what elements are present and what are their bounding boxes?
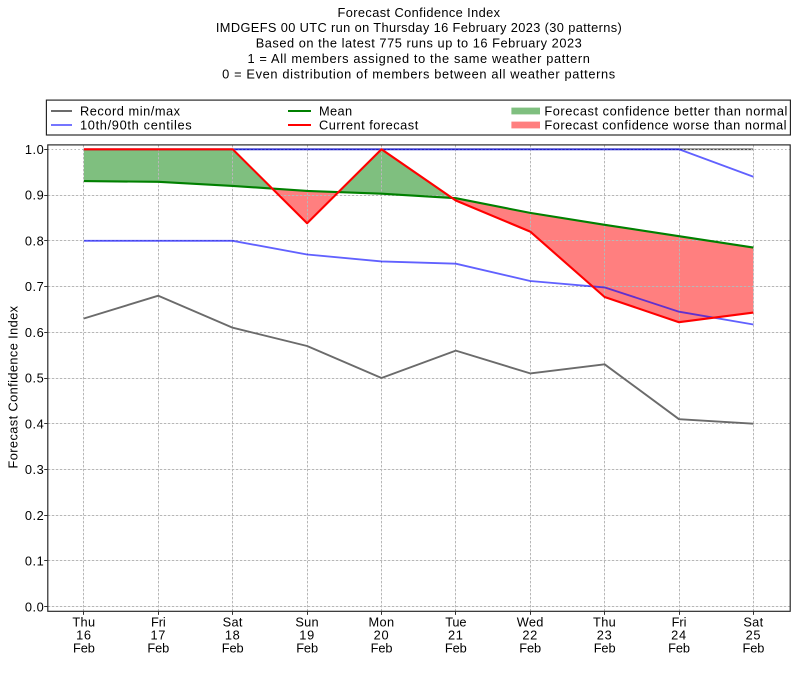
- svg-text:1.0: 1.0: [25, 142, 45, 157]
- svg-text:22: 22: [522, 628, 538, 643]
- svg-text:18: 18: [225, 628, 241, 643]
- svg-text:Feb: Feb: [668, 641, 690, 656]
- svg-text:0.6: 0.6: [25, 325, 45, 340]
- svg-text:0.8: 0.8: [25, 233, 45, 248]
- svg-text:24: 24: [671, 628, 687, 643]
- svg-text:Forecast confidence worse than: Forecast confidence worse than normal: [544, 118, 787, 133]
- svg-text:Feb: Feb: [743, 641, 765, 656]
- svg-text:Feb: Feb: [296, 641, 318, 656]
- svg-text:0.9: 0.9: [25, 188, 45, 203]
- svg-text:Forecast Confidence Index: Forecast Confidence Index: [338, 5, 501, 20]
- svg-text:Sun: Sun: [295, 615, 318, 630]
- svg-text:16: 16: [76, 628, 92, 643]
- svg-text:17: 17: [150, 628, 166, 643]
- svg-text:0.1: 0.1: [25, 554, 45, 569]
- svg-text:25: 25: [746, 628, 762, 643]
- svg-text:Feb: Feb: [147, 641, 169, 656]
- svg-text:Thu: Thu: [593, 615, 616, 630]
- svg-text:IMDGEFS 00 UTC run on Thursday: IMDGEFS 00 UTC run on Thursday 16 Februa…: [216, 20, 622, 35]
- svg-text:1 = All members assigned to th: 1 = All members assigned to the same wea…: [247, 51, 590, 66]
- svg-text:Sat: Sat: [223, 615, 243, 630]
- svg-text:Forecast confidence better tha: Forecast confidence better than normal: [544, 104, 788, 119]
- svg-text:Sat: Sat: [743, 615, 763, 630]
- svg-text:Wed: Wed: [517, 615, 544, 630]
- svg-text:Feb: Feb: [594, 641, 616, 656]
- svg-text:Feb: Feb: [371, 641, 393, 656]
- svg-text:0.4: 0.4: [25, 416, 45, 431]
- svg-text:Thu: Thu: [72, 615, 95, 630]
- svg-text:Fri: Fri: [672, 615, 687, 630]
- svg-text:Record min/max: Record min/max: [80, 104, 181, 119]
- svg-text:Mean: Mean: [319, 104, 353, 119]
- svg-text:0.7: 0.7: [25, 279, 45, 294]
- svg-text:Feb: Feb: [222, 641, 244, 656]
- svg-text:Current forecast: Current forecast: [319, 118, 419, 133]
- svg-text:Fri: Fri: [151, 615, 166, 630]
- svg-text:10th/90th centiles: 10th/90th centiles: [80, 118, 192, 133]
- svg-text:0 = Even distribution of membe: 0 = Even distribution of members between…: [222, 66, 616, 81]
- svg-text:0.2: 0.2: [25, 508, 45, 523]
- svg-text:Feb: Feb: [445, 641, 467, 656]
- svg-text:21: 21: [448, 628, 464, 643]
- svg-text:0.3: 0.3: [25, 462, 45, 477]
- svg-text:19: 19: [299, 628, 315, 643]
- svg-text:23: 23: [597, 628, 613, 643]
- svg-text:Based on the latest 775 runs u: Based on the latest 775 runs up to 16 Fe…: [256, 36, 583, 51]
- svg-text:Feb: Feb: [73, 641, 95, 656]
- svg-text:20: 20: [374, 628, 390, 643]
- svg-text:Tue: Tue: [445, 615, 466, 630]
- svg-text:Mon: Mon: [369, 615, 395, 630]
- svg-text:Forecast Confidence Index: Forecast Confidence Index: [5, 305, 20, 468]
- svg-text:Feb: Feb: [519, 641, 541, 656]
- svg-text:0.0: 0.0: [25, 599, 45, 614]
- svg-text:0.5: 0.5: [25, 371, 45, 386]
